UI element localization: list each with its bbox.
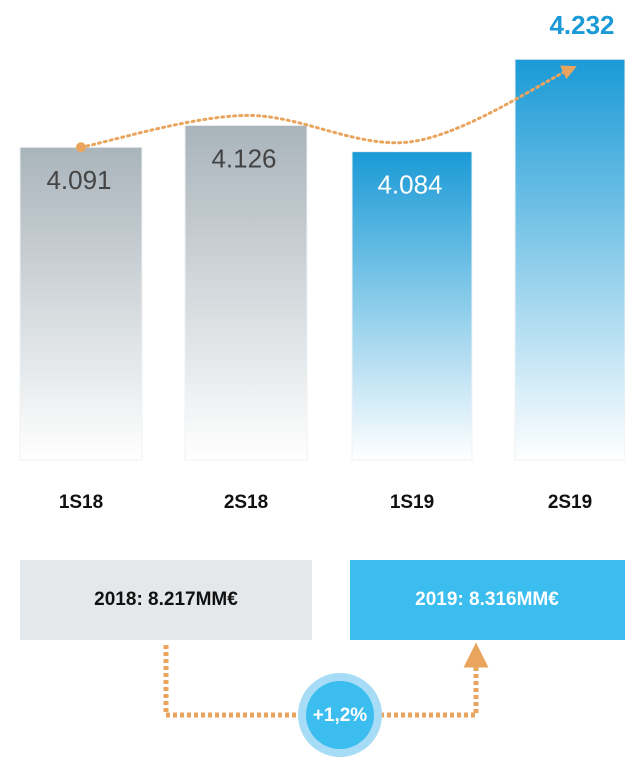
x-tick-label: 2S18 <box>224 492 268 513</box>
growth-badge <box>306 681 374 749</box>
x-tick-label: 1S18 <box>59 492 103 513</box>
bar <box>514 58 625 461</box>
bar <box>184 124 308 461</box>
trend-line <box>79 65 577 149</box>
growth-label: +1,2% <box>313 705 368 726</box>
x-tick-label: 1S19 <box>390 492 434 513</box>
bar <box>19 146 143 461</box>
bar <box>351 151 473 461</box>
bars <box>19 58 625 461</box>
value-label: 4.126 <box>211 143 276 173</box>
trend-start <box>76 142 86 153</box>
value-label: 4.091 <box>46 165 111 195</box>
total-2019: 2019: 8.316MM€ <box>415 589 559 610</box>
total-box-2019 <box>350 560 625 640</box>
total-2018: 2018: 8.217MM€ <box>94 589 238 610</box>
value-label: 4.084 <box>377 169 442 199</box>
total-box-2018 <box>20 560 312 640</box>
value-label: 4.232 <box>549 10 614 40</box>
growth-connector <box>163 645 300 718</box>
growth-connector <box>380 642 489 718</box>
x-tick-label: 2S19 <box>548 492 592 513</box>
